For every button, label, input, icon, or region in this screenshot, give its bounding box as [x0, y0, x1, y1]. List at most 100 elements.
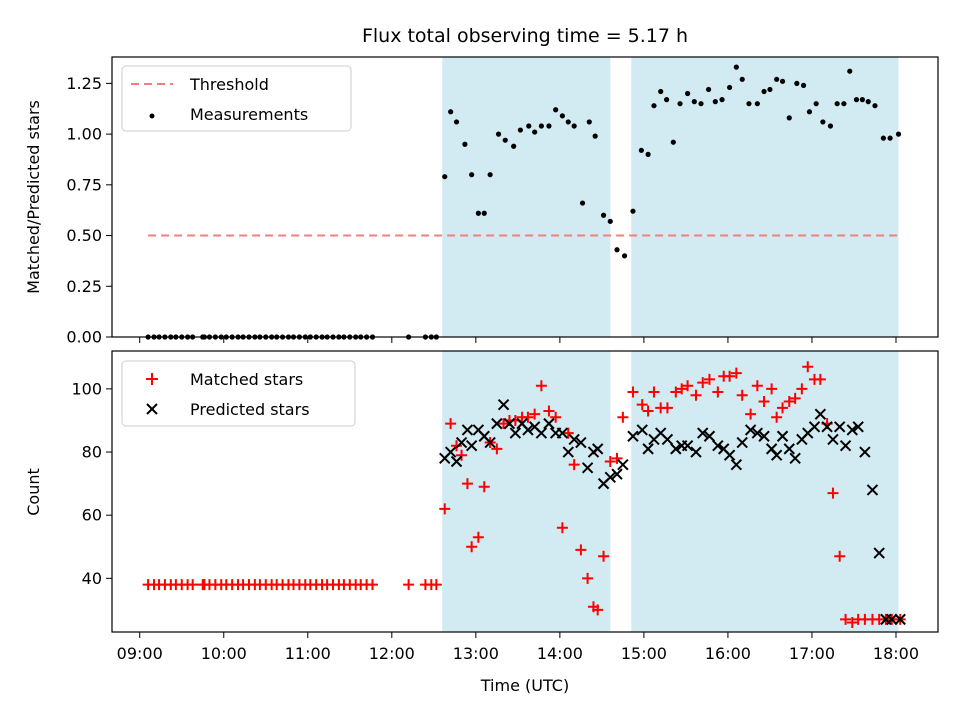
measurement-point [813, 101, 819, 107]
predicted-star-point [814, 408, 827, 420]
predicted-star-point [636, 424, 648, 436]
matched-star-point [535, 380, 547, 392]
matched-star-point [550, 411, 562, 423]
measurement-point [502, 137, 508, 143]
measurement-point [487, 172, 493, 178]
measurement-point [481, 210, 487, 216]
measurement-point [746, 101, 752, 107]
measurement-point [517, 127, 523, 133]
matched-star-point [771, 411, 783, 423]
matched-star-point [724, 370, 736, 382]
measurement-point [630, 208, 636, 214]
predicted-star-point [859, 446, 871, 458]
matched-star-point [766, 383, 778, 395]
x-tick-label: 16:00 [705, 644, 751, 663]
matched-star-point [802, 361, 814, 373]
measurements-legend-swatch [149, 113, 155, 119]
measurements-series [145, 64, 902, 340]
bottom-observing-windows [442, 351, 899, 632]
measurement-point [859, 97, 865, 103]
measurement-point [579, 200, 586, 206]
measurement-point [806, 109, 813, 115]
matched-star-point [712, 386, 724, 398]
top-legend: Threshold Measurements [121, 65, 352, 132]
predicted-star-point [833, 421, 846, 433]
measurement-point [645, 151, 651, 157]
observing-window-band [442, 351, 611, 632]
y-tick-label: 0.25 [66, 277, 102, 296]
measurement-point [607, 218, 613, 224]
predicted-star-point [783, 443, 795, 455]
matched-star-point [575, 544, 587, 556]
measurement-point [526, 123, 532, 129]
predicted-star-point [873, 547, 885, 559]
predicted-star-point [808, 421, 821, 433]
bottom-legend: Matched stars Predicted stars [121, 360, 356, 427]
matched-star-point [736, 389, 748, 401]
bottom-plot-frame [111, 350, 939, 633]
predicted-star-point [730, 458, 743, 471]
predicted-star-point [611, 468, 623, 480]
matched-star-point [466, 541, 478, 553]
measurement-point [895, 131, 902, 137]
measurement-point [448, 109, 454, 115]
y-tick-label: 0.50 [66, 226, 102, 245]
matched-legend-swatch [146, 373, 158, 385]
measurement-point [600, 212, 607, 218]
matched-star-point [730, 367, 742, 379]
matched-star-point [758, 396, 770, 408]
predicted-star-point [789, 452, 801, 465]
measurement-point [761, 88, 767, 95]
x-axis-title: Time (UTC) [480, 676, 569, 695]
counts-series [142, 361, 906, 629]
measurement-point [767, 86, 773, 93]
observing-window-band [631, 351, 899, 632]
predicted-star-point [770, 449, 783, 461]
measurement-point [712, 99, 718, 105]
measurement-point [614, 247, 620, 253]
matched-star-point [403, 579, 415, 591]
measurement-point [475, 210, 481, 216]
x-tick-label: 10:00 [201, 644, 247, 663]
x-tick-label: 09:00 [117, 644, 163, 663]
measurement-point [638, 147, 644, 153]
predicted-star-point [575, 436, 587, 449]
measurement-point [663, 97, 670, 103]
measurement-point [565, 119, 571, 125]
measurement-point [887, 135, 893, 141]
measurement-point [872, 103, 878, 109]
matched-star-point [777, 402, 789, 414]
measurement-point [733, 64, 739, 70]
x-tick-label: 11:00 [285, 644, 331, 663]
matched-star-point [568, 459, 580, 471]
predicted-star-point [661, 433, 674, 446]
matched-star-point [543, 405, 555, 417]
matched-star-point [814, 373, 826, 385]
predicted-star-point [591, 443, 604, 455]
matched-star-point [430, 579, 442, 591]
x-tick-label: 17:00 [789, 644, 835, 663]
x-tick-label: 15:00 [621, 644, 667, 663]
bottom-panel-counts: 40 60 80 100 09:00 10:00 11:00 12:00 13:00 14:00… [24, 350, 939, 695]
predicted-star-point [866, 484, 879, 496]
matched-star-point [456, 449, 468, 461]
measurement-point [706, 86, 712, 93]
matched-star-point [676, 383, 688, 395]
predicted-star-point [697, 427, 709, 439]
measurement-point [847, 68, 853, 74]
chart-title: Flux total observing time = 5.17 h [362, 25, 688, 47]
matched-star-point [697, 377, 709, 389]
y-tick-label: 40 [82, 569, 102, 588]
measurement-point [442, 174, 448, 180]
predicted-star-point [562, 446, 574, 458]
predicted-star-point [509, 427, 522, 439]
predicted-star-point [535, 427, 548, 439]
bottom-y-axis-title: Count [24, 468, 43, 516]
y-tick-label: 1.00 [66, 125, 102, 144]
measurement-point [571, 123, 577, 129]
predicted-star-point [568, 433, 580, 446]
matched-star-point [187, 579, 199, 591]
matched-star-point [598, 550, 610, 562]
matched-star-point [846, 617, 858, 629]
measurement-point [651, 103, 657, 109]
